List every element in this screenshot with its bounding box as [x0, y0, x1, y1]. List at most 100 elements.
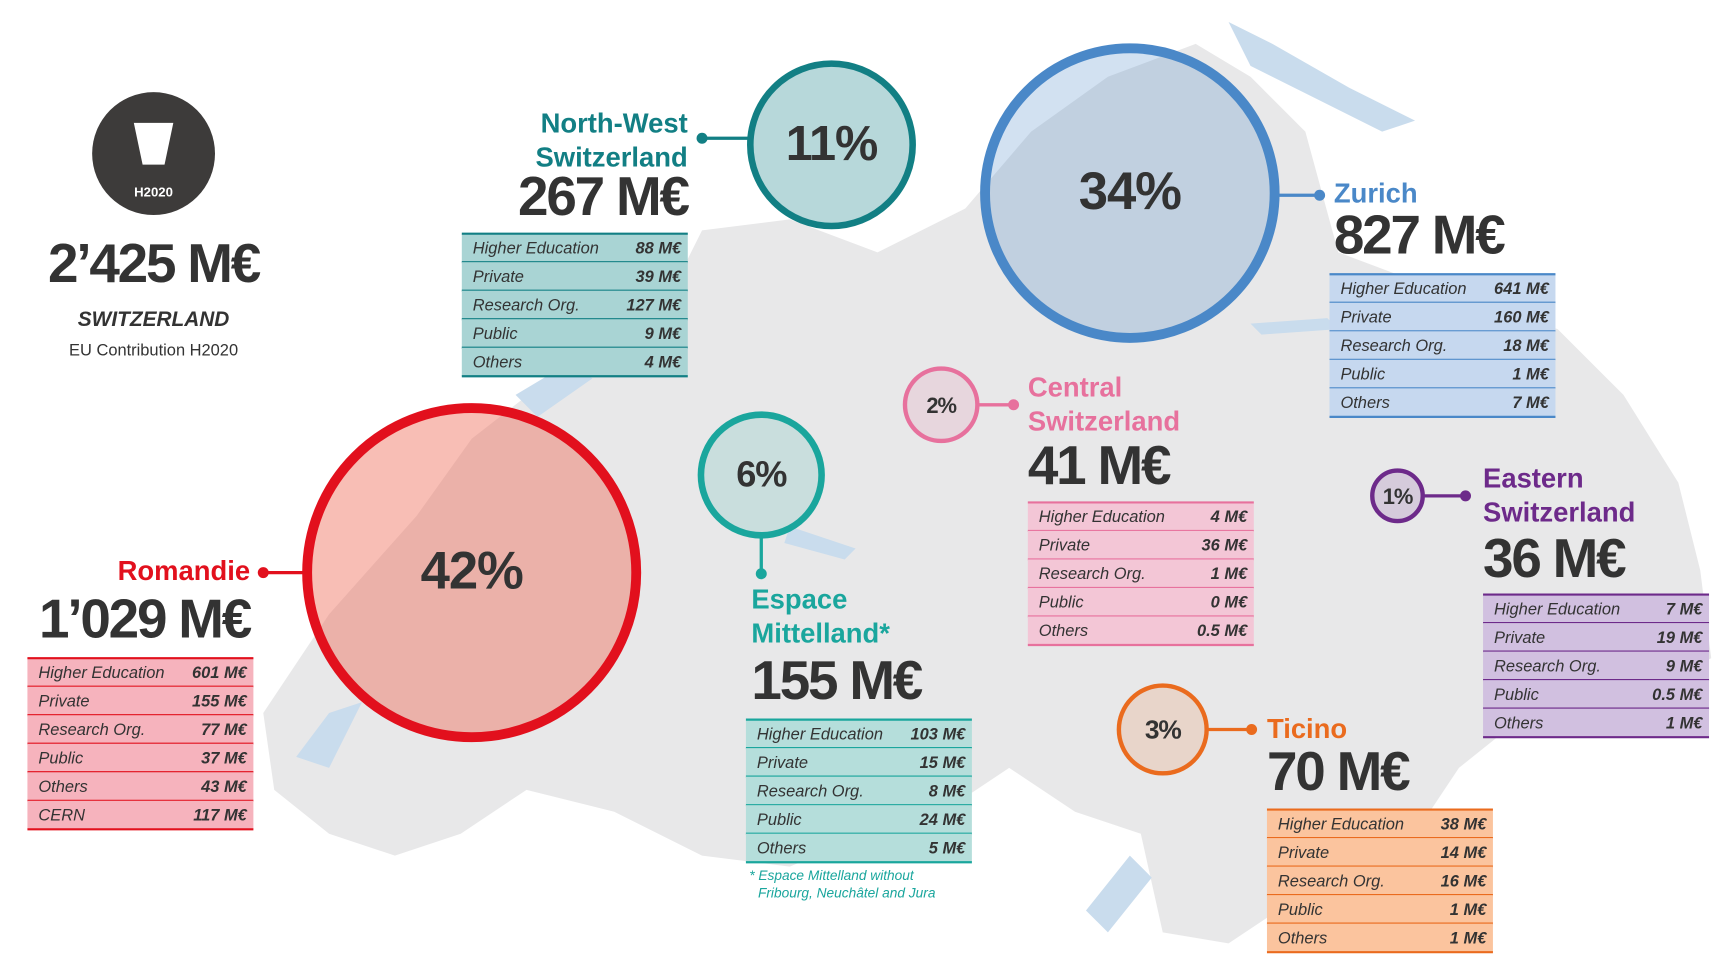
row-label: Research Org.: [1278, 872, 1385, 890]
row-value: 155 M€: [192, 692, 248, 710]
row-label: Research Org.: [1340, 337, 1447, 355]
row-value: 36 M€: [1202, 537, 1249, 555]
row-label: Research Org.: [38, 721, 145, 739]
row-label: Public: [38, 749, 84, 767]
table-row: [1266, 809, 1493, 839]
row-value: 8 M€: [929, 782, 966, 800]
table-row: [461, 262, 688, 291]
table-row: [745, 805, 972, 834]
row-label: Others: [1494, 714, 1543, 732]
connector-dot: [1460, 490, 1471, 502]
row-label: Higher Education: [1278, 815, 1404, 833]
connector-dot: [1008, 399, 1020, 411]
table-row: [1027, 530, 1254, 560]
footnote: * Espace Mittelland without: [749, 868, 915, 883]
row-value: 127 M€: [626, 296, 682, 314]
table-row: [27, 743, 254, 773]
row-label: Private: [1494, 629, 1545, 647]
row-label: Others: [473, 353, 522, 371]
row-value: 9 M€: [645, 325, 682, 343]
connector-dot: [257, 567, 269, 579]
table-row: [1329, 274, 1556, 303]
region-percent: 1%: [1383, 484, 1413, 509]
row-label: Research Org.: [1039, 565, 1146, 583]
row-value: 43 M€: [200, 778, 248, 796]
region-percent: 11%: [786, 117, 877, 171]
table-row: [745, 833, 972, 863]
row-label: Others: [1278, 929, 1327, 947]
table-row: [1483, 680, 1710, 709]
row-label: Public: [1494, 686, 1540, 704]
table-row: [1027, 559, 1254, 588]
row-label: Higher Education: [757, 725, 883, 743]
table-row: [1266, 923, 1493, 953]
region-name: Romandie: [118, 555, 250, 586]
row-value: 0.5 M€: [1197, 622, 1248, 640]
table-row: [1483, 594, 1710, 624]
row-label: Others: [757, 839, 806, 857]
row-label: Public: [757, 811, 803, 829]
row-value: 1 M€: [1450, 901, 1487, 919]
row-value: 0.5 M€: [1652, 686, 1703, 704]
table-row: [1027, 616, 1254, 646]
row-label: Private: [757, 754, 808, 772]
region-name: Switzerland: [1483, 497, 1635, 528]
row-label: Private: [1039, 537, 1090, 555]
table-row: [1483, 651, 1710, 681]
row-value: 38 M€: [1441, 815, 1488, 833]
table-row: [1329, 388, 1556, 417]
region-percent: 3%: [1145, 715, 1182, 745]
row-label: CERN: [38, 806, 85, 824]
row-value: 88 M€: [636, 239, 683, 257]
row-value: 4 M€: [1210, 508, 1248, 526]
table-row: [1483, 708, 1710, 738]
row-label: Research Org.: [757, 782, 864, 800]
table-row: [461, 347, 688, 377]
connector-dot: [1314, 189, 1326, 201]
row-value: 77 M€: [201, 721, 248, 739]
row-value: 18 M€: [1503, 337, 1550, 355]
connector-dot: [696, 132, 708, 144]
region-bubble: [747, 60, 916, 230]
table-row: [1483, 623, 1710, 652]
row-label: Higher Education: [473, 239, 599, 257]
row-label: Private: [1278, 844, 1329, 862]
row-label: Others: [1340, 394, 1389, 412]
money-bag-icon: [133, 122, 174, 165]
table-row: [745, 748, 972, 777]
row-label: Private: [38, 692, 89, 710]
table-row: [1266, 866, 1493, 896]
region-bubble: [980, 43, 1280, 343]
table-row: [1329, 331, 1556, 360]
row-label: Higher Education: [1340, 280, 1466, 298]
footnote: Fribourg, Neuchâtel and Jura: [758, 886, 936, 901]
region-amount: 827 M€: [1334, 204, 1505, 266]
country: SWITZERLAND: [78, 308, 230, 331]
region-amount: 70 M€: [1267, 740, 1410, 802]
table-row: [27, 686, 254, 716]
row-value: 4 M€: [644, 353, 682, 371]
table-row: [1329, 359, 1556, 389]
table-row: [1266, 895, 1493, 924]
row-label: Higher Education: [38, 664, 164, 682]
region-name: North-West: [541, 107, 688, 138]
icon-label: H2020: [134, 185, 173, 200]
row-value: 0 M€: [1211, 594, 1248, 612]
row-label: Research Org.: [473, 296, 580, 314]
row-value: 39 M€: [636, 268, 683, 286]
row-label: Research Org.: [1494, 657, 1601, 675]
region-percent: 6%: [736, 454, 787, 495]
table-row: [745, 776, 972, 806]
row-value: 15 M€: [920, 754, 967, 772]
row-label: Higher Education: [1039, 508, 1165, 526]
row-value: 1 M€: [1666, 714, 1703, 732]
row-value: 601 M€: [192, 664, 248, 682]
row-value: 160 M€: [1494, 308, 1550, 326]
region-percent: 42%: [421, 542, 523, 601]
row-value: 117 M€: [193, 806, 247, 824]
row-value: 37 M€: [201, 749, 248, 767]
table-row: [1329, 302, 1556, 332]
connector-dot: [755, 568, 767, 580]
region-name: Eastern: [1483, 463, 1584, 494]
